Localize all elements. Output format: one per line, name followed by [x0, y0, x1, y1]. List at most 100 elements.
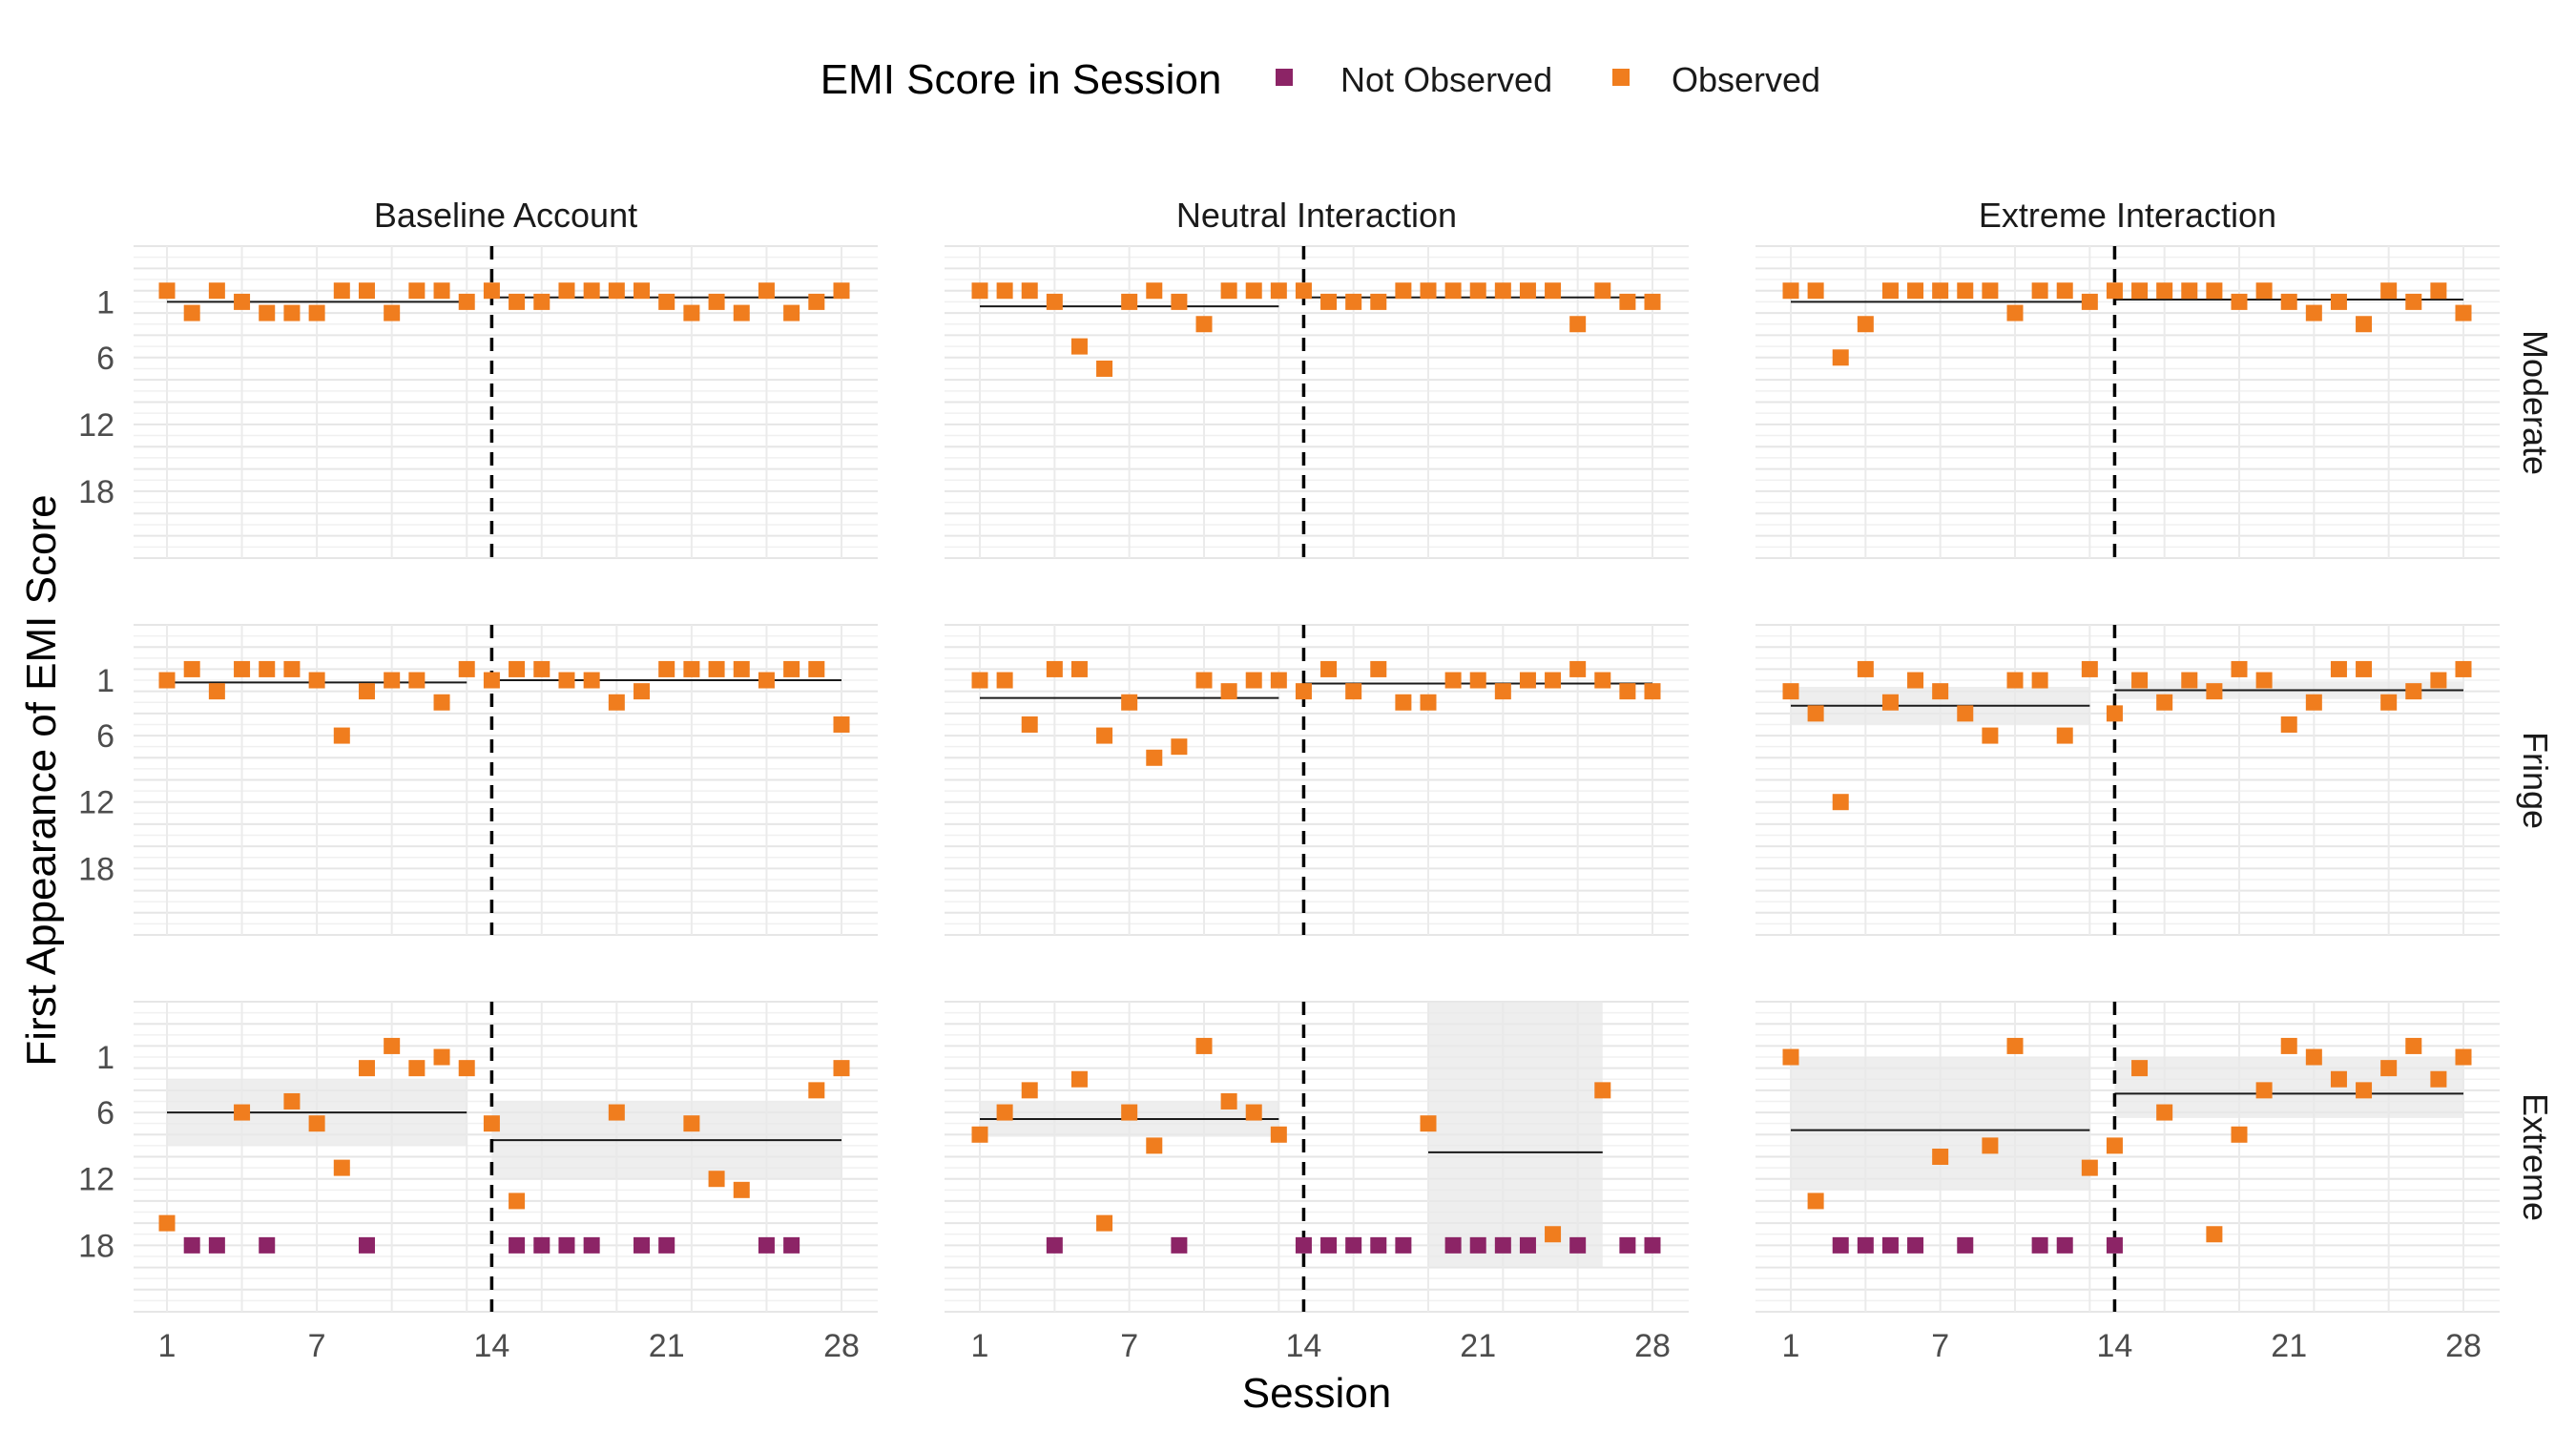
point-observed	[1096, 1214, 1113, 1232]
point-observed	[1070, 660, 1088, 677]
point-observed	[308, 304, 325, 321]
point-observed	[708, 660, 725, 677]
point-observed	[1982, 282, 1999, 300]
point-observed	[1619, 683, 1636, 700]
confidence-band	[1791, 1057, 2090, 1191]
panel-fringe-baseline-account: 1 6 12 18	[78, 624, 878, 936]
column-strip-neutral-interaction: Neutral Interaction	[1176, 196, 1457, 235]
point-not-observed	[1907, 1236, 1924, 1254]
point-observed	[433, 282, 450, 300]
point-observed	[1370, 660, 1387, 677]
point-not-observed	[1881, 1236, 1899, 1254]
point-observed	[1096, 360, 1113, 377]
point-observed	[1957, 282, 1974, 300]
point-observed	[408, 282, 426, 300]
point-observed	[683, 304, 700, 321]
point-observed	[1046, 293, 1063, 310]
point-observed	[733, 660, 750, 677]
point-observed	[1220, 683, 1237, 700]
point-observed	[634, 683, 651, 700]
point-observed	[1270, 282, 1287, 300]
x-tick-label: 21	[1460, 1328, 1496, 1364]
point-observed	[308, 672, 325, 689]
point-not-observed	[1171, 1236, 1188, 1254]
x-tick-label: 21	[2271, 1328, 2307, 1364]
point-observed	[2430, 1070, 2447, 1088]
x-tick-label: 7	[1120, 1328, 1138, 1364]
point-observed	[2430, 282, 2447, 300]
point-observed	[2081, 660, 2098, 677]
point-observed	[1545, 1226, 1562, 1243]
x-tick-label: 28	[1634, 1328, 1671, 1364]
point-observed	[1420, 694, 1437, 711]
point-observed	[2405, 683, 2422, 700]
point-observed	[2231, 1126, 2248, 1143]
panel-moderate-baseline-account: 1 6 12 18	[78, 245, 878, 559]
point-observed	[2405, 1037, 2422, 1054]
point-observed	[2131, 672, 2149, 689]
point-observed	[1807, 705, 1824, 722]
point-not-observed	[658, 1236, 675, 1254]
panel-extreme-baseline-account: 1 6 12 18 1 7 14 21 28	[78, 1001, 878, 1364]
point-observed	[358, 282, 375, 300]
point-observed	[683, 1115, 700, 1132]
point-observed	[1782, 683, 1799, 700]
point-observed	[2380, 1060, 2398, 1077]
point-not-observed	[758, 1236, 775, 1254]
point-observed	[2031, 672, 2048, 689]
x-tick-label: 14	[473, 1328, 509, 1364]
point-observed	[1171, 738, 1188, 756]
point-observed	[2081, 1159, 2098, 1176]
point-observed	[658, 660, 675, 677]
point-observed	[2181, 282, 2198, 300]
point-observed	[708, 1171, 725, 1188]
point-observed	[2280, 716, 2297, 733]
legend: EMI Score in Session Not Observed Observ…	[821, 56, 1820, 103]
point-observed	[1519, 672, 1536, 689]
panel-extreme-neutral-interaction: 1 7 14 21 28	[945, 1001, 1689, 1364]
point-observed	[1270, 672, 1287, 689]
point-observed	[1569, 316, 1587, 333]
point-observed	[1121, 694, 1138, 711]
point-observed	[1295, 282, 1312, 300]
legend-title: EMI Score in Session	[821, 56, 1222, 103]
point-observed	[1245, 672, 1262, 689]
y-tick-label: 18	[78, 474, 114, 510]
point-observed	[158, 282, 176, 300]
point-observed	[234, 660, 251, 677]
point-not-observed	[634, 1236, 651, 1254]
point-not-observed	[1619, 1236, 1636, 1254]
point-observed	[634, 282, 651, 300]
confidence-band	[1428, 1002, 1603, 1268]
point-observed	[1070, 1070, 1088, 1088]
panel-grid: 1 6 12 18 1 6 12 18 1 6 12 18 1 7 14 21 28 1 7 14 21 28 1 7 14 21…	[78, 245, 2500, 1364]
point-observed	[1270, 1126, 1287, 1143]
point-observed	[483, 282, 500, 300]
point-observed	[2006, 672, 2024, 689]
point-not-observed	[1569, 1236, 1587, 1254]
point-observed	[1644, 683, 1661, 700]
point-observed	[1320, 293, 1338, 310]
panel-fringe-neutral-interaction	[945, 624, 1689, 936]
point-observed	[2330, 1070, 2347, 1088]
point-observed	[1320, 660, 1338, 677]
point-observed	[1121, 293, 1138, 310]
point-observed	[2255, 672, 2273, 689]
point-observed	[2056, 727, 2073, 744]
point-observed	[1807, 1192, 1824, 1210]
point-observed	[333, 282, 350, 300]
point-observed	[333, 1159, 350, 1176]
point-observed	[608, 282, 625, 300]
point-observed	[2006, 304, 2024, 321]
point-not-observed	[1857, 1236, 1874, 1254]
point-not-observed	[558, 1236, 575, 1254]
x-tick-label: 7	[1931, 1328, 1949, 1364]
point-observed	[183, 660, 200, 677]
point-observed	[1146, 1137, 1163, 1154]
point-observed	[259, 304, 276, 321]
point-observed	[1932, 683, 1949, 700]
point-observed	[384, 304, 401, 321]
x-tick-label: 28	[823, 1328, 860, 1364]
point-not-observed	[783, 1236, 800, 1254]
legend-label-not-observed: Not Observed	[1340, 60, 1552, 99]
